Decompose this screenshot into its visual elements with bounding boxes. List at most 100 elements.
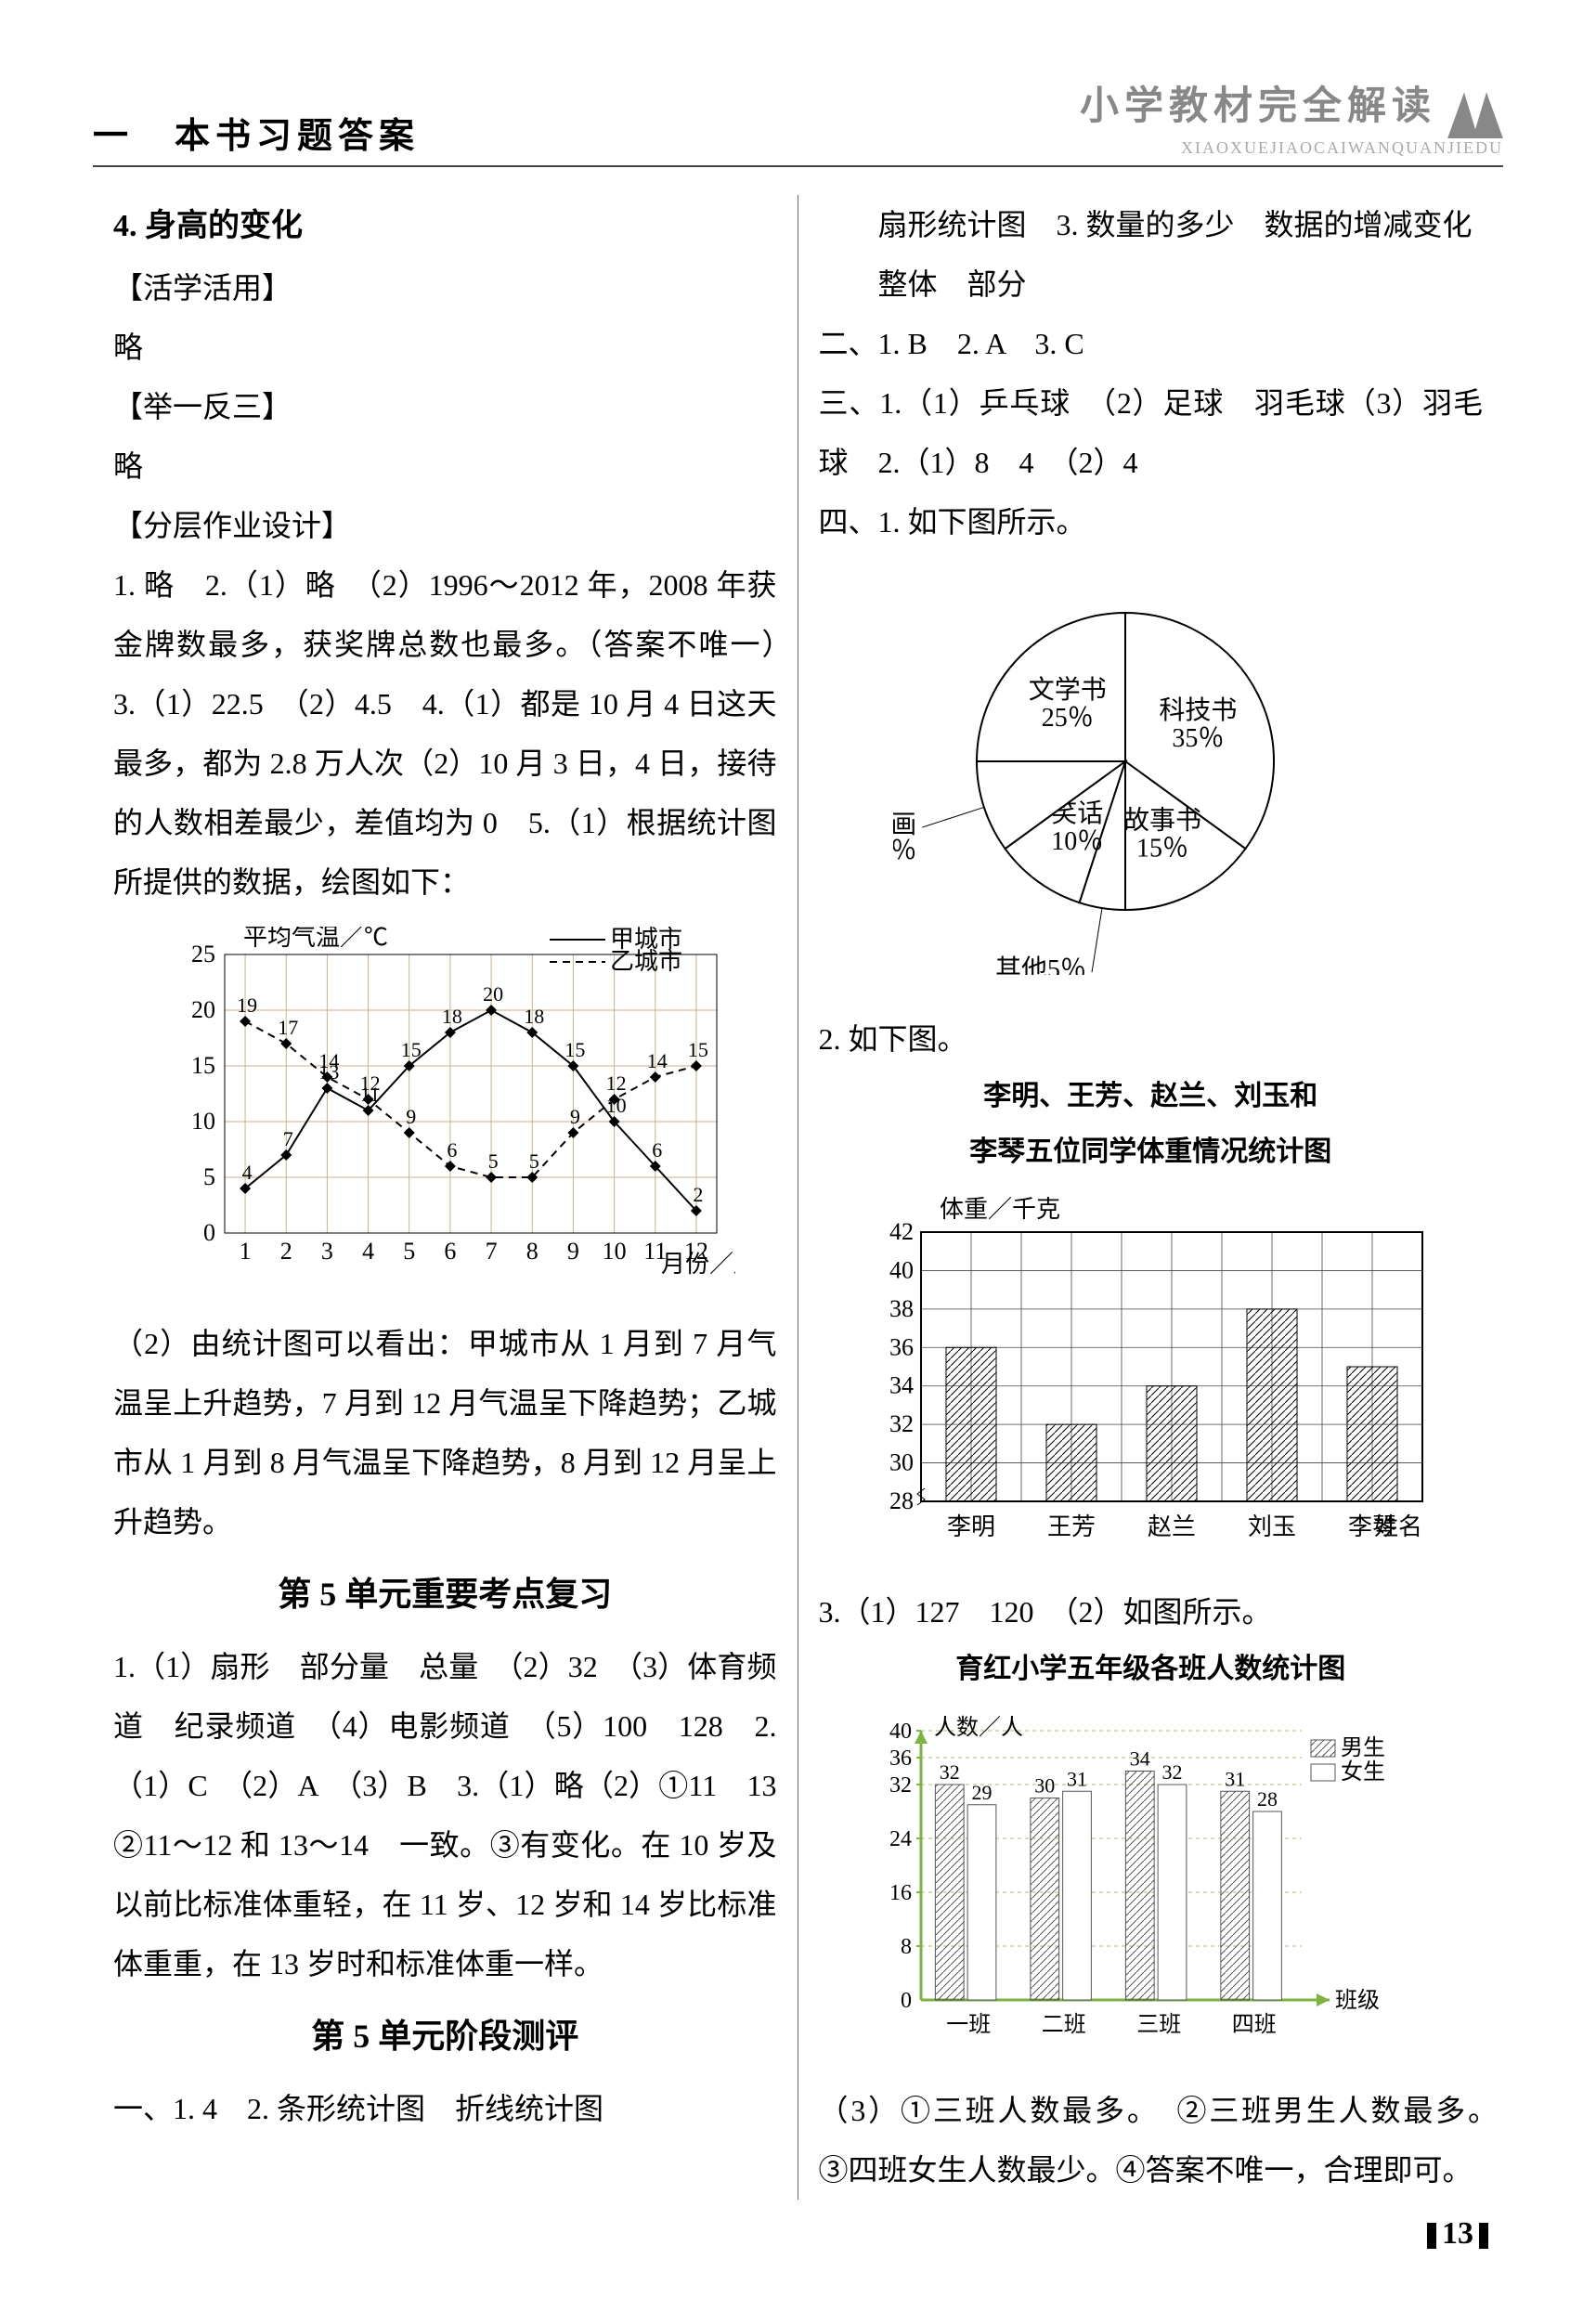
svg-text:5: 5	[403, 1238, 415, 1265]
svg-text:20: 20	[483, 982, 503, 1006]
svg-text:28: 28	[1257, 1787, 1278, 1811]
svg-text:6: 6	[652, 1138, 662, 1162]
weight-chart-title1: 李明、王芳、赵兰、刘玉和	[819, 1069, 1484, 1124]
svg-text:三班: 三班	[1136, 2012, 1181, 2037]
svg-text:0: 0	[901, 1989, 912, 2013]
huoxue-ans: 略	[113, 318, 777, 377]
svg-text:其他5％: 其他5％	[995, 954, 1086, 975]
svg-text:28: 28	[889, 1487, 914, 1514]
svg-text:36: 36	[889, 1746, 912, 1771]
svg-text:34: 34	[889, 1372, 914, 1399]
svg-text:7: 7	[486, 1238, 498, 1265]
svg-text:25: 25	[191, 941, 215, 967]
svg-text:7: 7	[283, 1127, 293, 1150]
svg-text:10％: 10％	[1051, 828, 1103, 857]
weight-chart-title2: 李琴五位同学体重情况统计图	[819, 1124, 1484, 1180]
svg-text:15％: 15％	[1135, 835, 1187, 863]
svg-text:4: 4	[242, 1161, 253, 1184]
section4-title: 4. 身高的变化	[113, 195, 777, 258]
svg-text:14: 14	[318, 1049, 339, 1072]
right-q3-tail: （3）①三班人数最多。 ②三班男生人数最多。 ③四班女生人数最少。④答案不唯一，…	[819, 2081, 1484, 2200]
svg-text:32: 32	[889, 1410, 914, 1437]
test-body: 一、1. 4 2. 条形统计图 折线统计图	[113, 2079, 777, 2138]
svg-text:10: 10	[603, 1238, 627, 1265]
huoxue-label: 【活学活用】	[113, 258, 777, 318]
svg-text:14: 14	[647, 1049, 668, 1072]
svg-text:二班: 二班	[1041, 2012, 1085, 2037]
svg-text:24: 24	[889, 1827, 912, 1851]
svg-text:科技书: 科技书	[1159, 695, 1237, 725]
svg-text:9: 9	[406, 1105, 416, 1128]
svg-text:连环画: 连环画	[893, 810, 916, 839]
left-p2: （2）由统计图可以看出：甲城市从 1 月到 7 月气温呈上升趋势，7 月到 12…	[113, 1314, 777, 1551]
right-cont1: 扇形统计图 3. 数量的多少 数据的增减变化 整体 部分	[819, 195, 1484, 314]
svg-text:女生: 女生	[1341, 1759, 1385, 1785]
svg-text:平均气温／℃: 平均气温／℃	[243, 927, 388, 951]
svg-text:32: 32	[939, 1760, 959, 1784]
svg-text:李明: 李明	[946, 1513, 994, 1540]
svg-text:一班: 一班	[946, 2012, 991, 2037]
review-body: 1.（1）扇形 部分量 总量 （2）32 （3）体育频道 纪录频道 （4）电影频…	[113, 1637, 777, 1993]
svg-text:20: 20	[191, 996, 215, 1023]
juyi-label: 【举一反三】	[113, 377, 777, 436]
svg-text:0: 0	[203, 1219, 215, 1246]
svg-text:40: 40	[889, 1720, 912, 1744]
svg-text:3: 3	[321, 1238, 333, 1265]
review-title: 第 5 单元重要考点复习	[113, 1561, 777, 1628]
right-cont2: 二、1. B 2. A 3. C	[819, 314, 1484, 373]
class-chart-title: 育红小学五年级各班人数统计图	[819, 1642, 1484, 1697]
svg-text:2: 2	[280, 1238, 292, 1265]
svg-text:29: 29	[971, 1781, 992, 1804]
svg-text:乙城市: 乙城市	[610, 948, 682, 975]
column-right: 扇形统计图 3. 数量的多少 数据的增减变化 整体 部分 二、1. B 2. A…	[798, 195, 1504, 2200]
svg-text:5: 5	[203, 1163, 215, 1190]
svg-text:12: 12	[360, 1071, 381, 1095]
svg-text:30: 30	[1034, 1774, 1055, 1798]
svg-text:36: 36	[889, 1334, 914, 1361]
svg-text:4: 4	[362, 1238, 374, 1265]
svg-text:32: 32	[889, 1773, 912, 1798]
svg-text:34: 34	[1129, 1747, 1149, 1771]
svg-text:班级: 班级	[1335, 1988, 1380, 2013]
svg-text:体重／千克: 体重／千克	[940, 1196, 1060, 1223]
test-title: 第 5 单元阶段测评	[113, 2003, 777, 2070]
svg-text:文学书: 文学书	[1028, 675, 1106, 705]
line-chart: 0510152025123456789101112平均气温／℃月份／月甲城市乙城…	[141, 927, 777, 1299]
svg-text:15: 15	[688, 1038, 708, 1061]
svg-text:9: 9	[570, 1105, 580, 1128]
header-left: 一 本书习题答案	[93, 107, 420, 158]
svg-text:6: 6	[444, 1238, 456, 1265]
pie-chart: 科技书35％故事书15％其他5％笑话10％连环画10％文学书25％	[893, 566, 1484, 994]
right-q2: 2. 如下图。	[819, 1009, 1484, 1069]
svg-text:31: 31	[1225, 1768, 1245, 1791]
svg-text:赵兰: 赵兰	[1147, 1513, 1195, 1540]
right-cont3: 三、1.（1）乒乓球 （2）足球 羽毛球（3）羽毛球 2.（1）8 4 （2）4	[819, 373, 1484, 492]
svg-text:38: 38	[889, 1295, 914, 1322]
fenceng-label: 【分层作业设计】	[113, 496, 777, 555]
svg-text:16: 16	[889, 1881, 912, 1905]
svg-text:19: 19	[237, 993, 257, 1017]
svg-text:40: 40	[889, 1257, 914, 1284]
svg-text:9: 9	[567, 1238, 579, 1265]
left-p1: 1. 略 2.（1）略 （2）1996～2012 年，2008 年获金牌数最多，…	[113, 555, 777, 912]
svg-text:31: 31	[1067, 1768, 1087, 1791]
header-brand: 小学教材完全解读	[1080, 85, 1436, 128]
svg-text:8: 8	[526, 1238, 538, 1265]
svg-text:人数／人: 人数／人	[934, 1715, 1023, 1740]
weight-bar-chart: 体重／千克2830323436384042李明王芳赵兰刘玉李琴姓名	[847, 1195, 1484, 1567]
header-subtitle: XIAOXUEJIAOCAIWANQUANJIEDU	[1080, 138, 1503, 158]
svg-text:5: 5	[488, 1149, 499, 1173]
svg-text:男生: 男生	[1341, 1735, 1385, 1760]
svg-text:月份／月: 月份／月	[661, 1251, 735, 1278]
svg-text:42: 42	[889, 1218, 914, 1245]
svg-text:18: 18	[524, 1005, 544, 1028]
svg-text:王芳: 王芳	[1046, 1513, 1095, 1540]
svg-text:1: 1	[240, 1238, 252, 1265]
page-header: 一 本书习题答案 小学教材完全解读 XIAOXUEJIAOCAIWANQUANJ…	[93, 74, 1503, 167]
svg-text:刘玉: 刘玉	[1247, 1513, 1295, 1540]
svg-text:30: 30	[889, 1449, 914, 1476]
svg-text:2: 2	[693, 1183, 703, 1206]
svg-text:5: 5	[529, 1149, 539, 1173]
class-bar-chart: 人数／人班级816243236400男生女生3229一班3031二班3432三班…	[847, 1712, 1484, 2066]
svg-text:35％: 35％	[1172, 724, 1224, 753]
